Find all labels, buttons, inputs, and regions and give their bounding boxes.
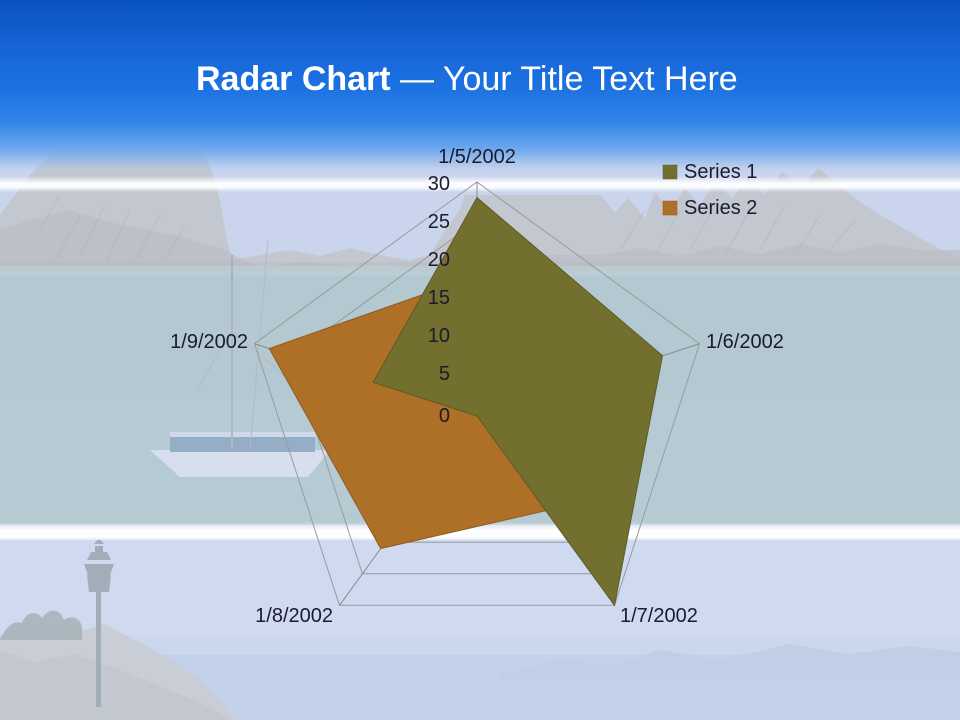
svg-text:1/5/2002: 1/5/2002 — [438, 146, 516, 168]
svg-text:Series 1: Series 1 — [684, 161, 757, 183]
svg-text:30: 30 — [428, 173, 450, 195]
svg-text:1/6/2002: 1/6/2002 — [706, 331, 784, 353]
svg-text:10: 10 — [428, 325, 450, 347]
svg-text:1/8/2002: 1/8/2002 — [255, 605, 333, 627]
svg-text:5: 5 — [439, 363, 450, 385]
svg-text:25: 25 — [428, 211, 450, 233]
svg-text:0: 0 — [439, 405, 450, 427]
svg-text:1/7/2002: 1/7/2002 — [620, 605, 698, 627]
svg-text:15: 15 — [428, 287, 450, 309]
svg-text:1/9/2002: 1/9/2002 — [170, 331, 248, 353]
svg-text:20: 20 — [428, 249, 450, 271]
svg-text:Series 2: Series 2 — [684, 197, 757, 219]
